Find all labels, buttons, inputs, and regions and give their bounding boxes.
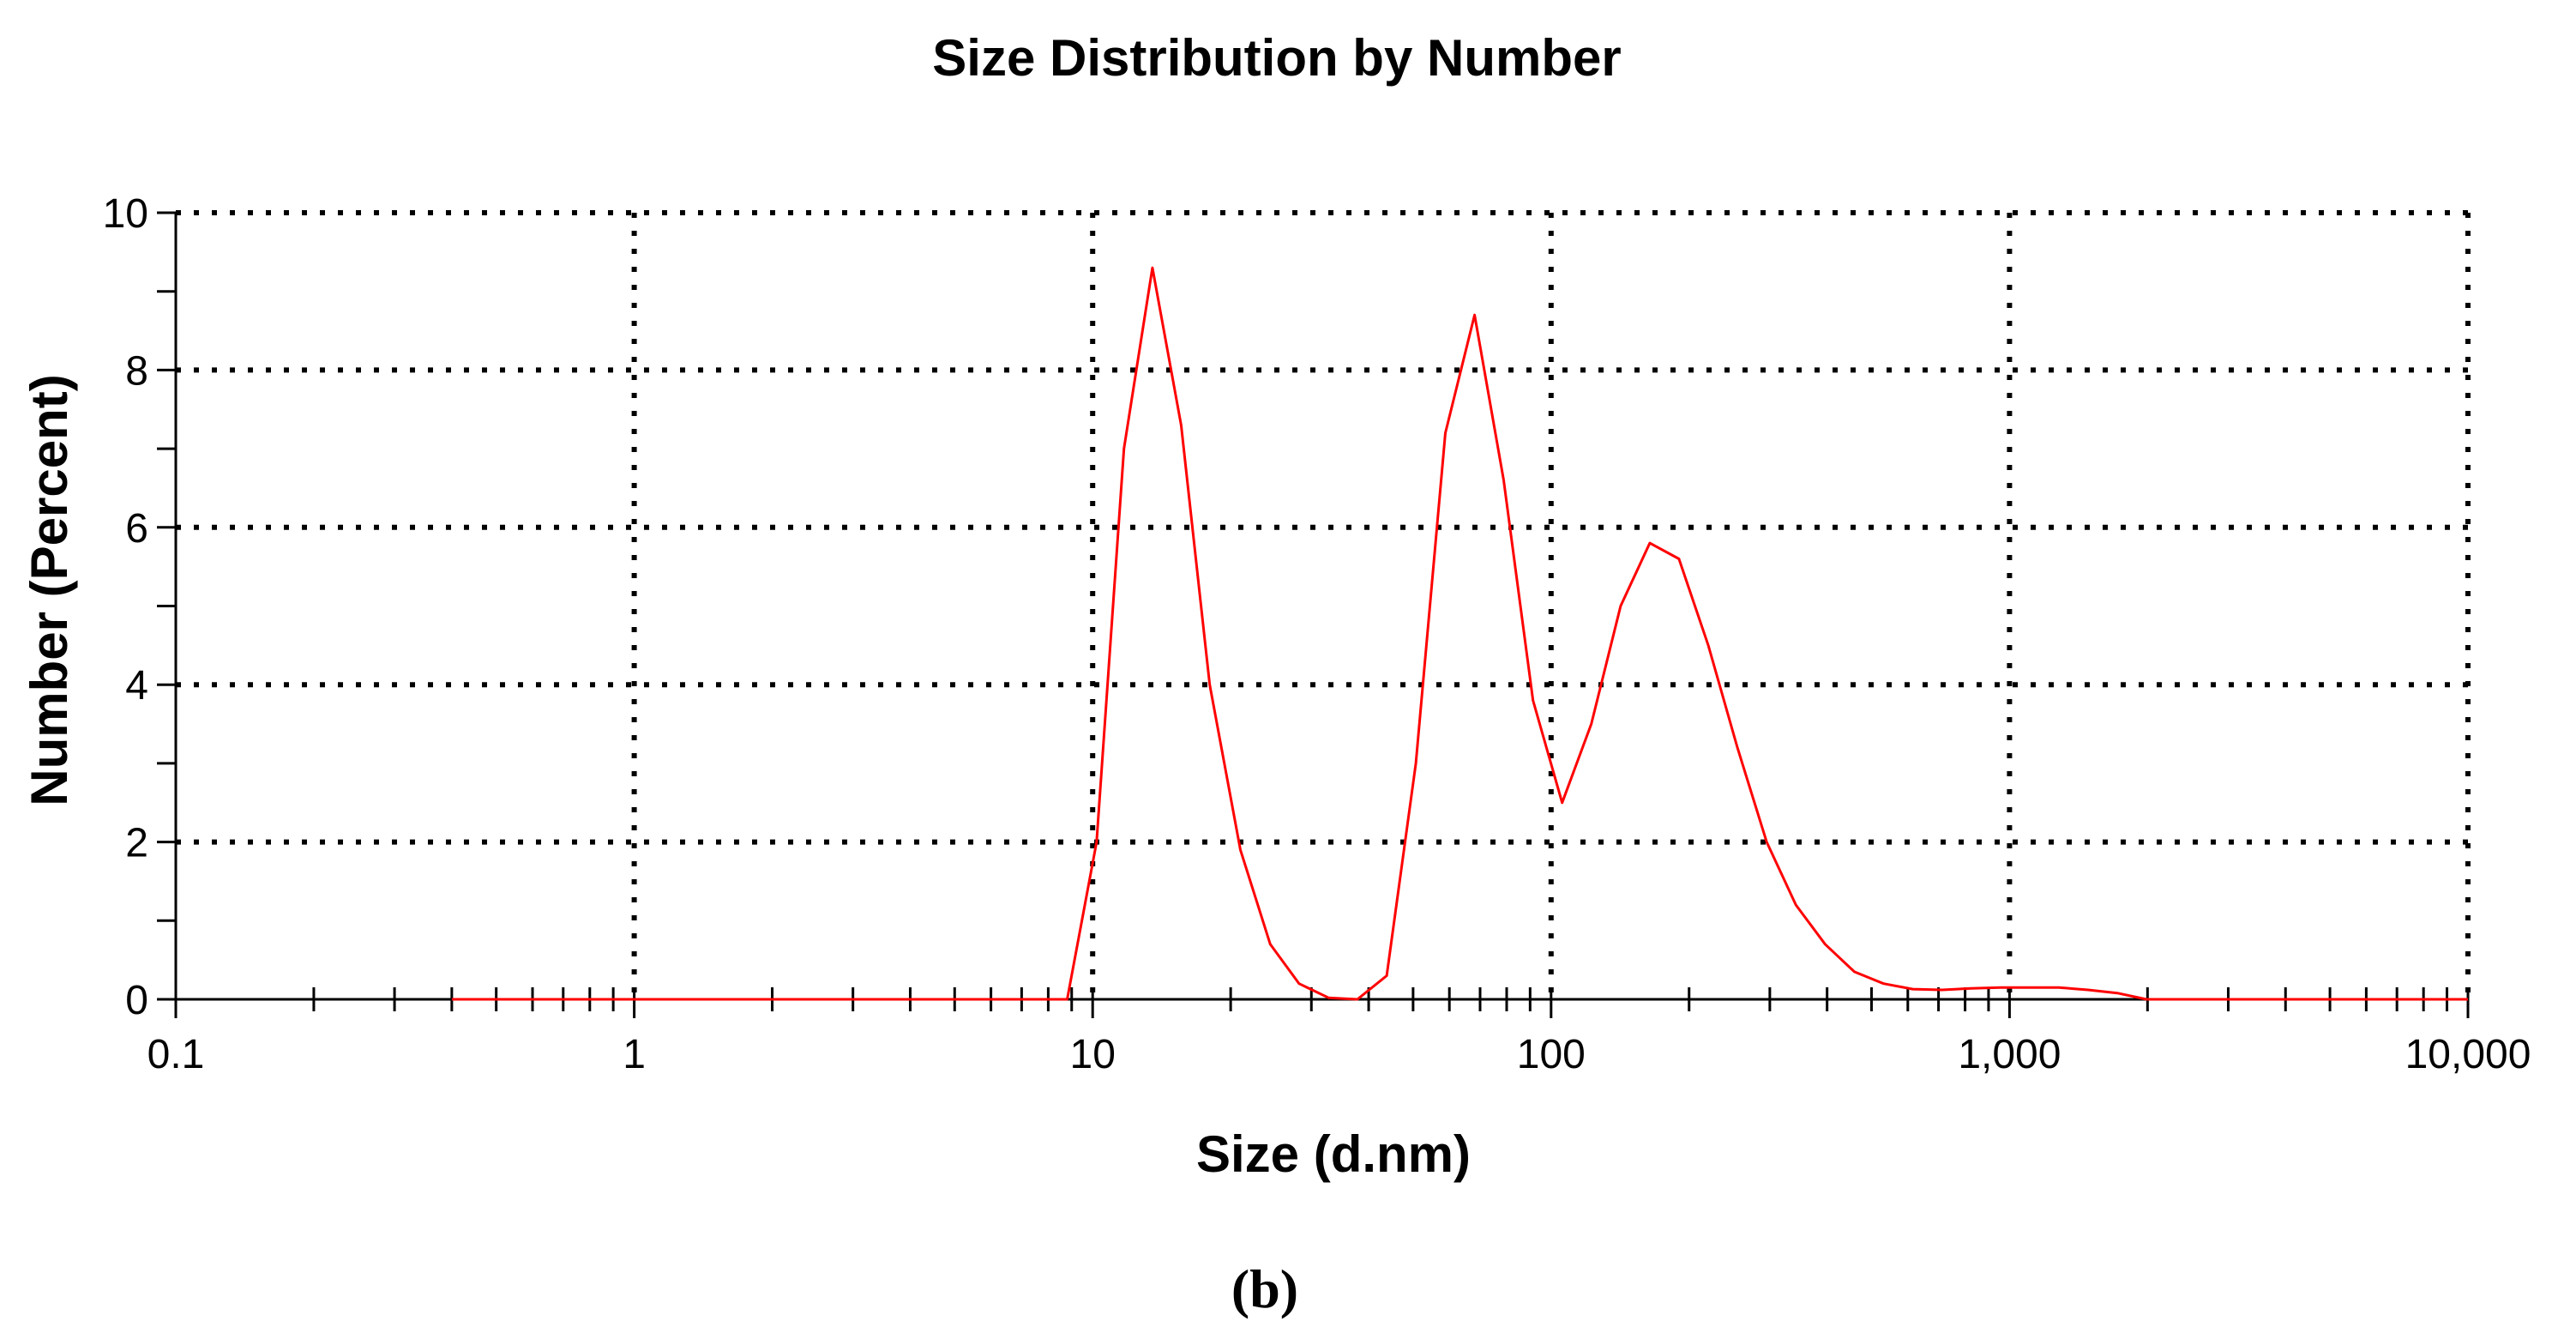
y-tick-label: 6 xyxy=(125,506,148,552)
y-tick-label: 4 xyxy=(125,663,148,709)
x-tick-label: 0.1 xyxy=(147,1032,205,1077)
y-tick-label: 8 xyxy=(125,348,148,394)
axes-layer xyxy=(157,211,2470,1018)
x-tick-label: 10 xyxy=(1070,1032,1116,1077)
x-tick-label: 1,000 xyxy=(1958,1032,2061,1077)
chart-title: Size Distribution by Number xyxy=(932,29,1621,87)
y-tick-label: 0 xyxy=(125,978,148,1023)
distribution-line xyxy=(451,266,2468,1001)
x-axis-label: Size (d.nm) xyxy=(1196,1125,1471,1183)
grid-layer xyxy=(176,210,2471,999)
x-tick-label: 100 xyxy=(1517,1032,1586,1077)
y-tick-label: 10 xyxy=(103,191,148,237)
text-layer: Size Distribution by Number Size (d.nm) … xyxy=(21,29,2531,1319)
panel-label: (b) xyxy=(1231,1258,1298,1319)
x-tick-label: 10,000 xyxy=(2405,1032,2531,1077)
series-layer xyxy=(451,266,2468,1001)
y-axis-label: Number (Percent) xyxy=(21,374,78,805)
x-tick-label: 1 xyxy=(623,1032,646,1077)
y-tick-label: 2 xyxy=(125,821,148,866)
